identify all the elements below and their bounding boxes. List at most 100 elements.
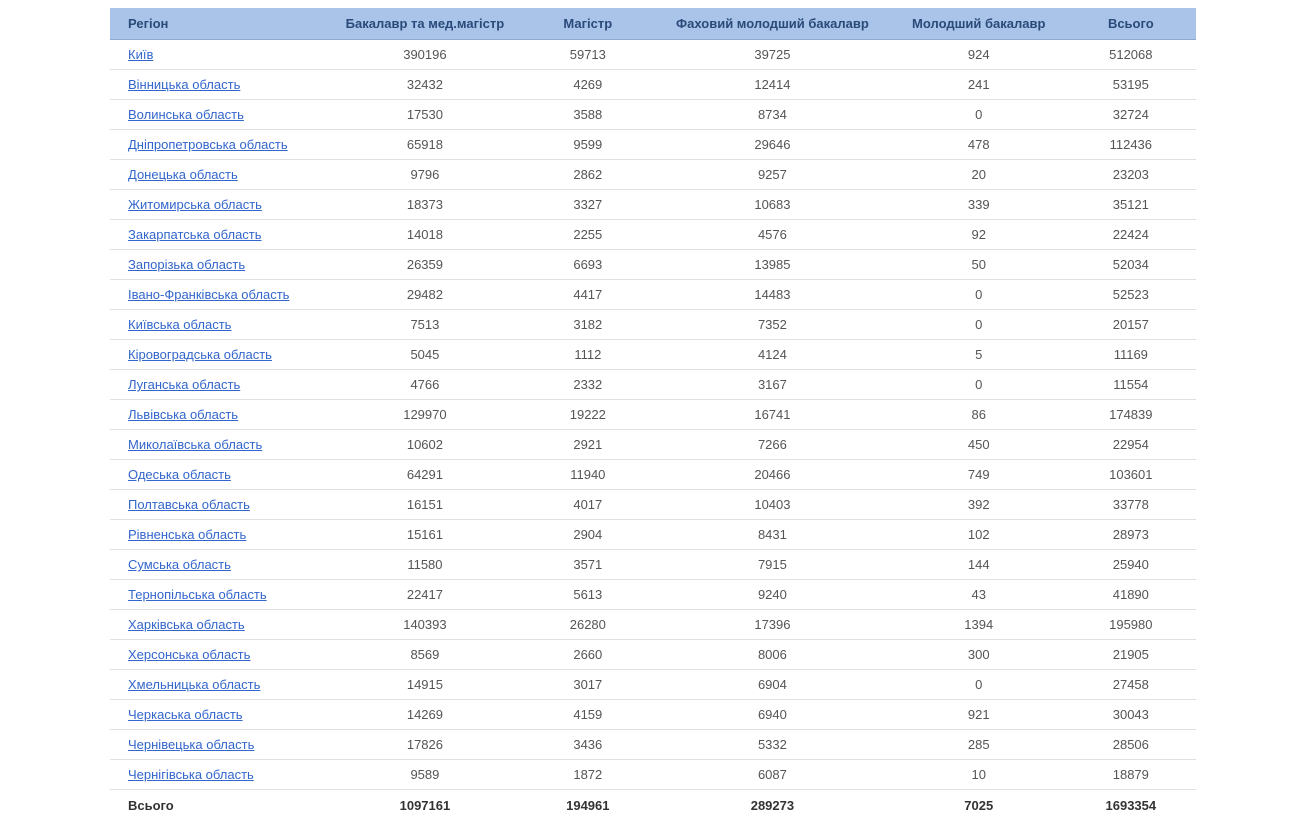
- cell-junior: 339: [892, 190, 1066, 220]
- cell-total: 27458: [1066, 670, 1196, 700]
- cell-master: 4417: [523, 280, 653, 310]
- region-link[interactable]: Донецька область: [128, 167, 238, 182]
- footer-fmb: 289273: [653, 790, 892, 822]
- cell-region: Івано-Франківська область: [110, 280, 327, 310]
- region-link[interactable]: Тернопільська область: [128, 587, 267, 602]
- cell-master: 59713: [523, 40, 653, 70]
- cell-total: 53195: [1066, 70, 1196, 100]
- cell-total: 33778: [1066, 490, 1196, 520]
- cell-master: 26280: [523, 610, 653, 640]
- region-link[interactable]: Одеська область: [128, 467, 231, 482]
- region-link[interactable]: Київська область: [128, 317, 231, 332]
- cell-total: 22954: [1066, 430, 1196, 460]
- cell-region: Хмельницька область: [110, 670, 327, 700]
- region-link[interactable]: Полтавська область: [128, 497, 250, 512]
- region-link[interactable]: Хмельницька область: [128, 677, 260, 692]
- cell-junior: 92: [892, 220, 1066, 250]
- region-link[interactable]: Луганська область: [128, 377, 240, 392]
- region-link[interactable]: Вінницька область: [128, 77, 240, 92]
- cell-total: 52034: [1066, 250, 1196, 280]
- footer-label: Всього: [110, 790, 327, 822]
- cell-total: 22424: [1066, 220, 1196, 250]
- table-row: Волинська область1753035888734032724: [110, 100, 1196, 130]
- table-row: Кіровоградська область504511124124511169: [110, 340, 1196, 370]
- cell-bachelor: 22417: [327, 580, 522, 610]
- cell-total: 174839: [1066, 400, 1196, 430]
- cell-bachelor: 9589: [327, 760, 522, 790]
- cell-master: 3327: [523, 190, 653, 220]
- cell-fmb: 10683: [653, 190, 892, 220]
- cell-bachelor: 140393: [327, 610, 522, 640]
- table-row: Київ3901965971339725924512068: [110, 40, 1196, 70]
- region-link[interactable]: Херсонська область: [128, 647, 250, 662]
- region-link[interactable]: Дніпропетровська область: [128, 137, 288, 152]
- region-link[interactable]: Кіровоградська область: [128, 347, 272, 362]
- cell-master: 1112: [523, 340, 653, 370]
- cell-bachelor: 26359: [327, 250, 522, 280]
- cell-master: 3182: [523, 310, 653, 340]
- cell-master: 3017: [523, 670, 653, 700]
- region-link[interactable]: Закарпатська область: [128, 227, 262, 242]
- cell-total: 25940: [1066, 550, 1196, 580]
- cell-total: 21905: [1066, 640, 1196, 670]
- region-link[interactable]: Житомирська область: [128, 197, 262, 212]
- table-row: Харківська область1403932628017396139419…: [110, 610, 1196, 640]
- cell-region: Херсонська область: [110, 640, 327, 670]
- cell-bachelor: 11580: [327, 550, 522, 580]
- cell-region: Київська область: [110, 310, 327, 340]
- region-link[interactable]: Рівненська область: [128, 527, 246, 542]
- cell-region: Сумська область: [110, 550, 327, 580]
- region-link[interactable]: Чернівецька область: [128, 737, 254, 752]
- cell-master: 2660: [523, 640, 653, 670]
- footer-bachelor: 1097161: [327, 790, 522, 822]
- cell-region: Рівненська область: [110, 520, 327, 550]
- region-link[interactable]: Волинська область: [128, 107, 244, 122]
- cell-total: 28973: [1066, 520, 1196, 550]
- region-link[interactable]: Чернігівська область: [128, 767, 254, 782]
- table-row: Запорізька область263596693139855052034: [110, 250, 1196, 280]
- cell-fmb: 3167: [653, 370, 892, 400]
- cell-bachelor: 14269: [327, 700, 522, 730]
- cell-junior: 0: [892, 280, 1066, 310]
- table-body: Київ3901965971339725924512068 Вінницька о…: [110, 40, 1196, 790]
- cell-region: Дніпропетровська область: [110, 130, 327, 160]
- region-link[interactable]: Сумська область: [128, 557, 231, 572]
- cell-bachelor: 64291: [327, 460, 522, 490]
- cell-fmb: 4576: [653, 220, 892, 250]
- cell-fmb: 14483: [653, 280, 892, 310]
- region-link[interactable]: Запорізька область: [128, 257, 245, 272]
- cell-master: 19222: [523, 400, 653, 430]
- table-row: Чернівецька область178263436533228528506: [110, 730, 1196, 760]
- region-link[interactable]: Івано-Франківська область: [128, 287, 289, 302]
- cell-fmb: 7352: [653, 310, 892, 340]
- cell-master: 4269: [523, 70, 653, 100]
- cell-master: 11940: [523, 460, 653, 490]
- table-row: Тернопільська область2241756139240434189…: [110, 580, 1196, 610]
- cell-region: Тернопільська область: [110, 580, 327, 610]
- table-row: Донецька область9796286292572023203: [110, 160, 1196, 190]
- region-link[interactable]: Львівська область: [128, 407, 238, 422]
- region-link[interactable]: Черкаська область: [128, 707, 243, 722]
- region-link[interactable]: Київ: [128, 47, 153, 62]
- table-row: Черкаська область142694159694092130043: [110, 700, 1196, 730]
- cell-region: Миколаївська область: [110, 430, 327, 460]
- cell-region: Харківська область: [110, 610, 327, 640]
- cell-fmb: 29646: [653, 130, 892, 160]
- region-link[interactable]: Миколаївська область: [128, 437, 262, 452]
- cell-region: Чернівецька область: [110, 730, 327, 760]
- cell-junior: 5: [892, 340, 1066, 370]
- cell-junior: 749: [892, 460, 1066, 490]
- cell-total: 20157: [1066, 310, 1196, 340]
- cell-master: 3588: [523, 100, 653, 130]
- col-header-region: Регіон: [110, 8, 327, 40]
- region-link[interactable]: Харківська область: [128, 617, 245, 632]
- cell-total: 23203: [1066, 160, 1196, 190]
- footer-total: 1693354: [1066, 790, 1196, 822]
- cell-total: 103601: [1066, 460, 1196, 490]
- cell-junior: 10: [892, 760, 1066, 790]
- footer-master: 194961: [523, 790, 653, 822]
- cell-fmb: 7266: [653, 430, 892, 460]
- table-row: Миколаївська область10602292172664502295…: [110, 430, 1196, 460]
- regions-table: Регіон Бакалавр та мед.магістр Магістр Ф…: [110, 8, 1196, 821]
- cell-junior: 0: [892, 670, 1066, 700]
